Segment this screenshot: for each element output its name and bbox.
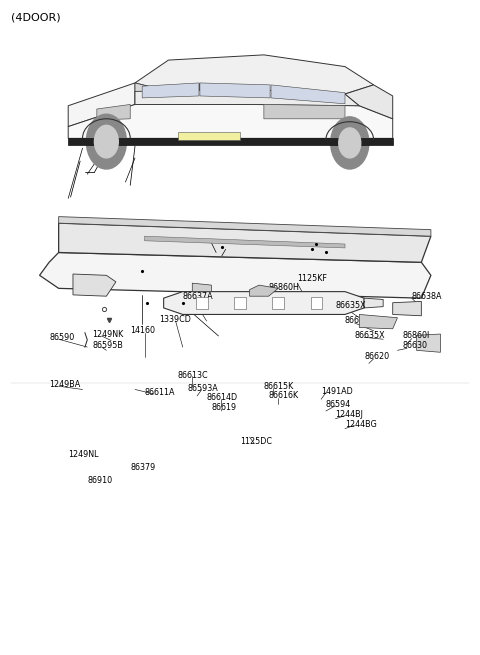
Polygon shape [364,298,383,308]
Text: 86635X: 86635X [355,331,385,341]
Text: 86860H: 86860H [269,282,300,291]
Polygon shape [142,83,199,98]
Text: 86630: 86630 [402,341,427,350]
Polygon shape [417,334,441,352]
Polygon shape [135,83,250,104]
Polygon shape [97,104,130,120]
Polygon shape [59,217,431,236]
Bar [311,297,322,309]
Polygon shape [59,223,431,262]
Polygon shape [271,85,345,103]
Text: 86590: 86590 [49,333,74,342]
Text: 86637A: 86637A [183,291,213,301]
Polygon shape [68,104,393,138]
Circle shape [95,125,118,158]
Polygon shape [135,90,360,105]
Polygon shape [178,132,240,140]
Polygon shape [200,83,270,98]
Polygon shape [39,252,431,298]
Text: 1244BJ: 1244BJ [336,410,363,419]
Text: 86595B: 86595B [92,341,123,350]
Circle shape [86,114,126,169]
Text: 1244BG: 1244BG [345,420,377,428]
Polygon shape [345,85,393,119]
Bar [273,297,284,309]
Text: 1125KF: 1125KF [297,274,327,283]
Text: 86615K: 86615K [264,382,294,390]
Text: 86619: 86619 [211,403,237,411]
Text: 86638A: 86638A [412,291,442,301]
Polygon shape [250,285,278,296]
Text: 86614D: 86614D [206,393,238,402]
Text: 86593A: 86593A [188,384,218,392]
Text: 86616K: 86616K [269,392,299,400]
Polygon shape [264,104,345,119]
Text: 86635X: 86635X [345,316,376,326]
Circle shape [331,117,369,169]
Text: 86635X: 86635X [336,301,366,310]
Bar [196,297,207,309]
Polygon shape [393,301,421,316]
Text: 1249NK: 1249NK [92,329,123,339]
Bar [234,297,246,309]
Text: 1125DC: 1125DC [240,437,272,446]
Polygon shape [360,314,397,329]
Polygon shape [68,83,135,126]
Text: 86594: 86594 [326,400,351,409]
Text: 86611A: 86611A [144,388,175,397]
Polygon shape [135,55,373,94]
Polygon shape [68,138,393,145]
Text: 86910: 86910 [87,476,112,485]
Text: 1491AD: 1491AD [321,387,353,396]
Circle shape [339,128,361,158]
Text: 86860I: 86860I [402,331,430,341]
Text: 86379: 86379 [130,463,156,472]
Polygon shape [164,291,364,314]
Text: 86613C: 86613C [178,371,209,380]
Text: 1339CD: 1339CD [159,314,191,324]
Polygon shape [73,274,116,296]
Polygon shape [192,283,211,291]
Text: 14160: 14160 [130,326,155,335]
Text: 1249NL: 1249NL [68,450,99,459]
Text: (4DOOR): (4DOOR) [11,12,60,23]
Text: 86620: 86620 [364,352,389,362]
Polygon shape [144,236,345,248]
Text: 1249BA: 1249BA [49,381,80,389]
